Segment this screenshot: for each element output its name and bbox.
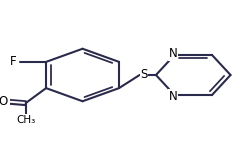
Text: CH₃: CH₃ — [16, 115, 35, 125]
Text: O: O — [0, 95, 8, 108]
Text: N: N — [168, 90, 177, 103]
Text: N: N — [168, 47, 177, 60]
Text: F: F — [10, 55, 17, 68]
Text: S: S — [140, 69, 147, 81]
